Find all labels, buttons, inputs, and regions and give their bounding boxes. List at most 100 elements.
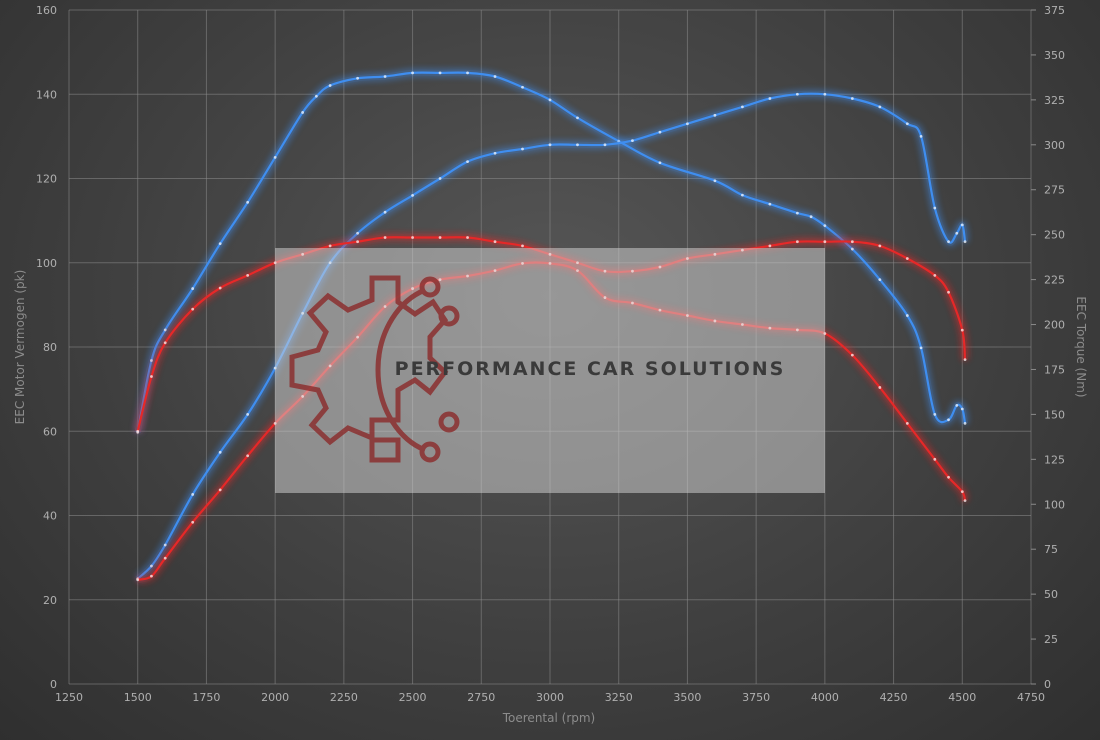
series-point (686, 122, 689, 126)
series-point (960, 407, 964, 411)
series-point (466, 71, 469, 75)
series-point (328, 84, 332, 87)
series-point (631, 139, 634, 142)
series-point (768, 202, 772, 206)
series-point (933, 273, 937, 277)
series-point (328, 244, 332, 248)
series-point (411, 236, 414, 239)
x-tick-label: 1750 (192, 691, 220, 704)
series-point (466, 236, 469, 239)
series-point (960, 328, 964, 332)
series-point (548, 143, 552, 147)
y-right-tick-label: 25 (1044, 633, 1058, 646)
series-point (768, 97, 772, 100)
series-line (136, 92, 967, 580)
series-point (576, 143, 579, 147)
x-tick-label: 2750 (467, 691, 495, 704)
x-tick-label: 4250 (880, 691, 908, 704)
y-left-tick-label: 80 (43, 341, 57, 354)
y-right-tick-label: 0 (1044, 678, 1051, 691)
series-point (163, 543, 167, 547)
series-point (191, 493, 195, 496)
y-left-tick-label: 40 (43, 510, 57, 523)
series-point (163, 556, 167, 560)
series-point (246, 273, 250, 277)
series-point (493, 151, 497, 155)
series-point (878, 105, 882, 109)
series-point (191, 520, 195, 524)
series-point (878, 278, 882, 281)
axis-labels: Toerental (rpm) EEC Motor Vermogen (pk) … (13, 4, 1088, 725)
series-point (246, 454, 250, 458)
series-point (713, 179, 717, 183)
series-point (521, 85, 524, 89)
series-point (795, 240, 799, 244)
y-left-tick-label: 20 (43, 594, 57, 607)
series-point (150, 574, 153, 578)
series-point (933, 457, 937, 461)
x-tick-label: 4750 (1017, 691, 1045, 704)
y-right-tick-label: 75 (1044, 543, 1058, 556)
series-point (658, 161, 662, 165)
y-left-tick-label: 120 (36, 173, 57, 186)
series-point (809, 215, 813, 219)
series-point (741, 193, 744, 197)
series-point (919, 346, 923, 350)
series-point (521, 147, 524, 151)
series-line (136, 71, 967, 433)
series-point (191, 287, 195, 290)
x-axis-title: Toerental (rpm) (502, 711, 595, 725)
series-point (411, 193, 414, 197)
series-point (136, 429, 140, 433)
series-point (163, 328, 167, 332)
series-point (150, 564, 153, 568)
y-left-tick-label: 160 (36, 4, 57, 17)
series-point (963, 499, 967, 503)
series-point (963, 240, 967, 244)
y-right-tick-label: 225 (1044, 274, 1065, 287)
series-point (878, 244, 882, 248)
y-left-tick-label: 140 (36, 88, 57, 101)
y-left-tick-label: 60 (43, 425, 57, 438)
series-point (768, 244, 772, 248)
series-point (933, 413, 937, 416)
series-point (878, 386, 882, 389)
series-point (273, 155, 277, 159)
series-point (905, 421, 909, 425)
series-point (218, 450, 222, 454)
y-right-tick-label: 250 (1044, 229, 1065, 242)
y-left-tick-label: 100 (36, 257, 57, 270)
series-point (150, 375, 153, 378)
series-point (955, 404, 959, 407)
series-point (947, 418, 950, 422)
series-point (823, 92, 827, 96)
y-right-tick-label: 325 (1044, 94, 1065, 107)
series-point (955, 231, 959, 235)
series-point (850, 240, 854, 244)
y-right-tick-label: 50 (1044, 588, 1058, 601)
series-point (947, 475, 950, 479)
watermark: PERFORMANCE CAR SOLUTIONS (275, 248, 825, 493)
y-left-tick-label: 0 (50, 678, 57, 691)
series-point (246, 413, 250, 416)
series-point (548, 98, 552, 102)
y-axis-right-title: EEC Torque (Nm) (1074, 296, 1088, 397)
x-tick-label: 3000 (536, 691, 564, 704)
x-tick-label: 3500 (673, 691, 701, 704)
series-point (960, 223, 964, 227)
series-point (850, 97, 854, 100)
series-point (136, 578, 140, 582)
watermark-text: PERFORMANCE CAR SOLUTIONS (395, 358, 786, 380)
series-point (741, 105, 744, 109)
series-point (438, 177, 442, 180)
y-right-tick-label: 175 (1044, 363, 1065, 376)
y-right-tick-label: 350 (1044, 49, 1065, 62)
series-point (576, 116, 579, 120)
series-point (603, 143, 607, 147)
series-point (960, 490, 964, 494)
series-point (933, 206, 937, 210)
series-point (438, 236, 442, 239)
series-point (795, 92, 799, 96)
series-point (713, 113, 717, 117)
